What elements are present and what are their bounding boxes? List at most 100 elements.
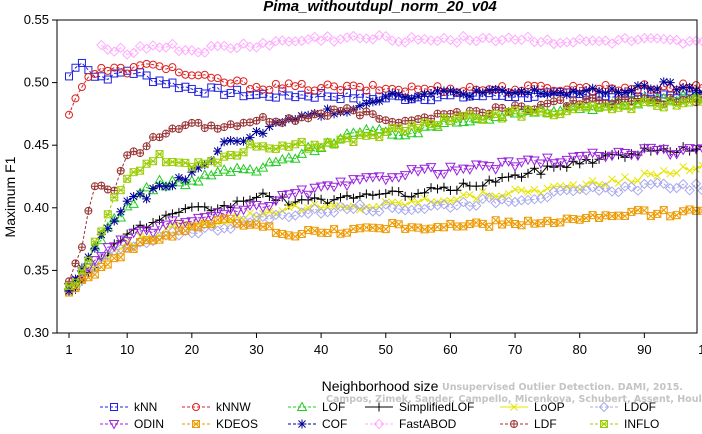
data-point bbox=[251, 200, 262, 211]
data-point bbox=[503, 196, 514, 207]
data-point bbox=[116, 186, 125, 195]
data-point bbox=[239, 77, 248, 86]
data-point bbox=[135, 189, 145, 199]
data-point bbox=[330, 140, 339, 149]
legend-item-lof: LOF bbox=[288, 400, 345, 414]
data-point bbox=[652, 177, 663, 189]
legend-marker bbox=[297, 419, 307, 429]
data-point bbox=[671, 182, 682, 194]
data-point bbox=[498, 114, 507, 123]
data-point bbox=[380, 30, 391, 42]
data-point bbox=[620, 95, 629, 104]
data-point bbox=[433, 121, 442, 130]
data-point bbox=[368, 80, 377, 89]
data-point bbox=[698, 88, 702, 97]
data-point bbox=[84, 206, 93, 215]
data-point bbox=[341, 32, 353, 43]
data-point bbox=[192, 213, 204, 224]
data-point bbox=[110, 63, 119, 72]
data-point bbox=[664, 150, 676, 161]
data-point bbox=[420, 188, 430, 198]
data-point bbox=[317, 109, 326, 118]
data-point bbox=[121, 236, 133, 247]
data-point bbox=[218, 210, 230, 220]
data-point bbox=[406, 165, 417, 175]
data-point bbox=[207, 220, 216, 229]
series-line-kdeos bbox=[68, 208, 702, 293]
data-point bbox=[276, 153, 288, 164]
data-point bbox=[212, 208, 224, 218]
data-point bbox=[161, 158, 170, 167]
data-point bbox=[465, 219, 474, 228]
data-point bbox=[168, 124, 177, 133]
data-point bbox=[142, 142, 151, 151]
data-point bbox=[212, 166, 224, 176]
data-point bbox=[685, 205, 694, 214]
data-point bbox=[381, 189, 391, 199]
data-point bbox=[155, 215, 165, 225]
data-point bbox=[478, 108, 487, 117]
data-point bbox=[393, 203, 404, 215]
data-point bbox=[361, 205, 372, 216]
data-point bbox=[97, 227, 106, 236]
data-point bbox=[129, 244, 138, 253]
data-point bbox=[665, 34, 676, 45]
series-kdeos bbox=[65, 205, 702, 297]
data-point bbox=[537, 188, 545, 197]
data-point bbox=[115, 211, 127, 222]
data-point bbox=[102, 44, 113, 55]
data-point bbox=[414, 115, 423, 124]
data-point bbox=[355, 89, 364, 98]
data-point bbox=[595, 213, 604, 222]
data-point bbox=[555, 87, 565, 97]
data-point bbox=[549, 219, 558, 228]
data-point bbox=[580, 151, 592, 162]
series-line-fastabod bbox=[101, 34, 702, 56]
data-point bbox=[271, 144, 280, 153]
data-point bbox=[278, 84, 287, 93]
data-point bbox=[244, 201, 256, 211]
data-point bbox=[588, 158, 598, 168]
data-point bbox=[685, 166, 694, 175]
data-point bbox=[284, 79, 293, 88]
data-point bbox=[698, 206, 702, 215]
data-point bbox=[438, 117, 450, 127]
x-tick-label: 20 bbox=[185, 342, 199, 357]
data-point bbox=[446, 196, 455, 205]
data-point bbox=[600, 182, 611, 193]
data-point bbox=[161, 80, 170, 89]
data-point bbox=[160, 220, 172, 231]
data-point bbox=[304, 114, 313, 123]
data-point bbox=[652, 33, 663, 44]
data-point bbox=[289, 189, 301, 199]
data-point bbox=[464, 115, 476, 126]
data-point bbox=[458, 30, 469, 42]
data-point bbox=[529, 85, 539, 95]
data-point bbox=[238, 215, 249, 226]
data-point bbox=[556, 110, 565, 119]
data-point bbox=[478, 181, 488, 191]
legend-label: COF bbox=[322, 417, 347, 431]
legend-item-fastabod: FastABOD bbox=[365, 417, 457, 431]
data-point bbox=[199, 213, 211, 223]
data-point bbox=[342, 228, 351, 237]
data-point bbox=[173, 219, 185, 230]
data-point bbox=[457, 164, 469, 175]
data-point bbox=[174, 173, 184, 183]
data-point bbox=[123, 237, 132, 246]
data-point bbox=[142, 236, 151, 245]
data-point bbox=[691, 86, 701, 96]
data-point bbox=[439, 182, 449, 192]
data-point bbox=[498, 103, 507, 112]
data-point bbox=[168, 63, 177, 72]
data-point bbox=[401, 224, 410, 233]
data-point bbox=[77, 266, 86, 275]
data-point bbox=[509, 162, 521, 172]
data-point bbox=[136, 149, 145, 158]
data-point bbox=[445, 34, 456, 46]
data-point bbox=[381, 84, 390, 93]
data-point bbox=[497, 85, 507, 95]
data-point bbox=[548, 159, 560, 169]
data-point bbox=[271, 93, 280, 102]
data-point bbox=[374, 189, 384, 199]
